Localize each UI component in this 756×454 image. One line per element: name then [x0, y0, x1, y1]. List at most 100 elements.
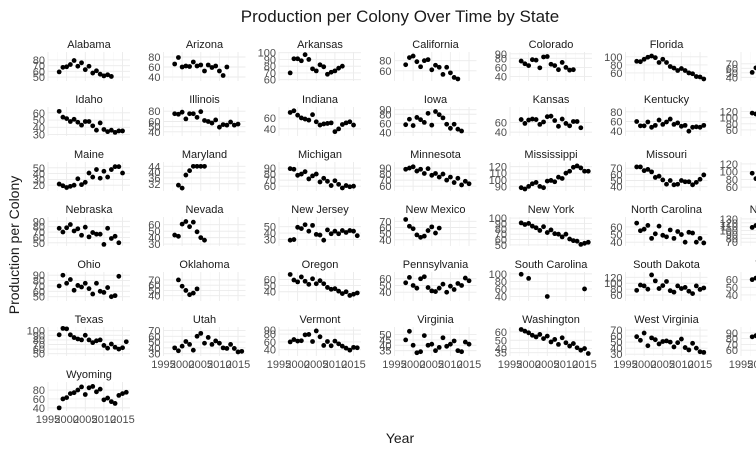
data-point — [582, 286, 587, 292]
data-point — [578, 241, 584, 247]
y-tick-label: 90 — [264, 163, 276, 175]
data-point — [533, 57, 539, 63]
data-point — [436, 112, 442, 118]
data-point — [548, 61, 554, 67]
y-tick-label: 32 — [148, 179, 160, 191]
facet-label: California — [412, 39, 459, 51]
data-point — [634, 287, 640, 293]
data-point — [101, 397, 107, 403]
facet-label: Texas — [75, 314, 104, 326]
data-point — [574, 119, 580, 124]
y-tick-label: 80 — [148, 52, 160, 64]
y-tick-label: 60 — [264, 274, 276, 286]
data-point — [459, 283, 464, 288]
data-point — [291, 337, 297, 342]
data-point — [537, 332, 543, 337]
data-point — [641, 330, 647, 336]
data-point — [418, 64, 423, 70]
y-tick-label: 70 — [264, 175, 276, 187]
data-point — [541, 54, 546, 60]
data-point — [116, 346, 122, 352]
y-tick-label: 40 — [610, 126, 622, 138]
data-point — [440, 115, 446, 121]
data-point — [71, 116, 77, 122]
data-point — [317, 122, 323, 128]
x-tick-label: 2005 — [420, 359, 444, 371]
y-tick-label: 70 — [33, 281, 45, 293]
data-point — [306, 332, 312, 337]
data-point — [686, 70, 692, 76]
data-point — [544, 114, 550, 120]
data-point — [448, 341, 453, 347]
data-point — [75, 119, 81, 125]
y-tick-label: 80 — [264, 169, 276, 181]
y-tick-label: 50 — [379, 280, 391, 292]
y-tick-label: 100 — [604, 278, 622, 290]
data-point — [563, 340, 569, 346]
data-point — [313, 232, 319, 237]
data-point — [112, 401, 118, 406]
data-point — [86, 286, 92, 292]
data-point — [559, 116, 565, 122]
y-tick-label: 60 — [610, 222, 622, 234]
data-point — [548, 227, 554, 233]
y-tick-label: 60 — [148, 280, 160, 292]
data-point — [190, 219, 196, 225]
data-point — [105, 395, 111, 401]
data-point — [354, 290, 360, 296]
y-tick-label: 90 — [33, 216, 45, 228]
y-tick-label: 40 — [610, 182, 622, 194]
facet-label: Nevada — [186, 204, 225, 216]
y-tick-label: 70 — [726, 237, 738, 249]
y-tick-label: 60 — [495, 235, 507, 247]
y-tick-label: 35 — [495, 348, 507, 360]
data-point — [217, 68, 222, 74]
x-tick-label: 2010 — [92, 414, 116, 426]
data-point — [574, 163, 580, 169]
data-point — [354, 345, 360, 351]
x-tick-label: 2005 — [651, 359, 675, 371]
data-point — [220, 345, 226, 351]
data-point — [351, 228, 356, 234]
data-point — [526, 330, 532, 336]
data-point — [105, 174, 111, 180]
y-tick-label: 80 — [33, 55, 45, 67]
x-tick-label: 2005 — [535, 359, 559, 371]
facet-label: Florida — [650, 39, 685, 51]
data-point — [224, 346, 230, 351]
y-tick-label: 40 — [264, 124, 276, 136]
data-point — [459, 128, 464, 134]
data-point — [462, 275, 468, 281]
y-tick-label: 50 — [148, 226, 160, 238]
data-point — [321, 237, 327, 243]
data-point — [686, 229, 692, 235]
x-tick-label: 2010 — [438, 359, 462, 371]
y-tick-label: 70 — [610, 163, 622, 175]
y-tick-label: 120 — [489, 162, 507, 174]
data-point — [529, 181, 535, 187]
data-point — [645, 222, 651, 228]
y-tick-label: 50 — [33, 115, 45, 127]
data-point — [682, 68, 688, 73]
data-point — [585, 351, 591, 356]
data-point — [660, 177, 666, 183]
data-point — [213, 63, 219, 69]
data-point — [183, 116, 189, 122]
data-point — [421, 274, 427, 280]
data-point — [451, 180, 457, 185]
y-tick-label: 60 — [495, 117, 507, 129]
data-point — [533, 180, 539, 185]
data-point — [410, 342, 416, 348]
data-point — [518, 327, 524, 332]
facet-label: Virginia — [417, 314, 454, 326]
y-tick-label: 30 — [33, 130, 45, 142]
data-point — [403, 166, 409, 172]
data-point — [190, 59, 196, 65]
data-point — [64, 280, 70, 286]
y-tick-label: 60 — [379, 222, 391, 234]
data-point — [544, 178, 550, 184]
